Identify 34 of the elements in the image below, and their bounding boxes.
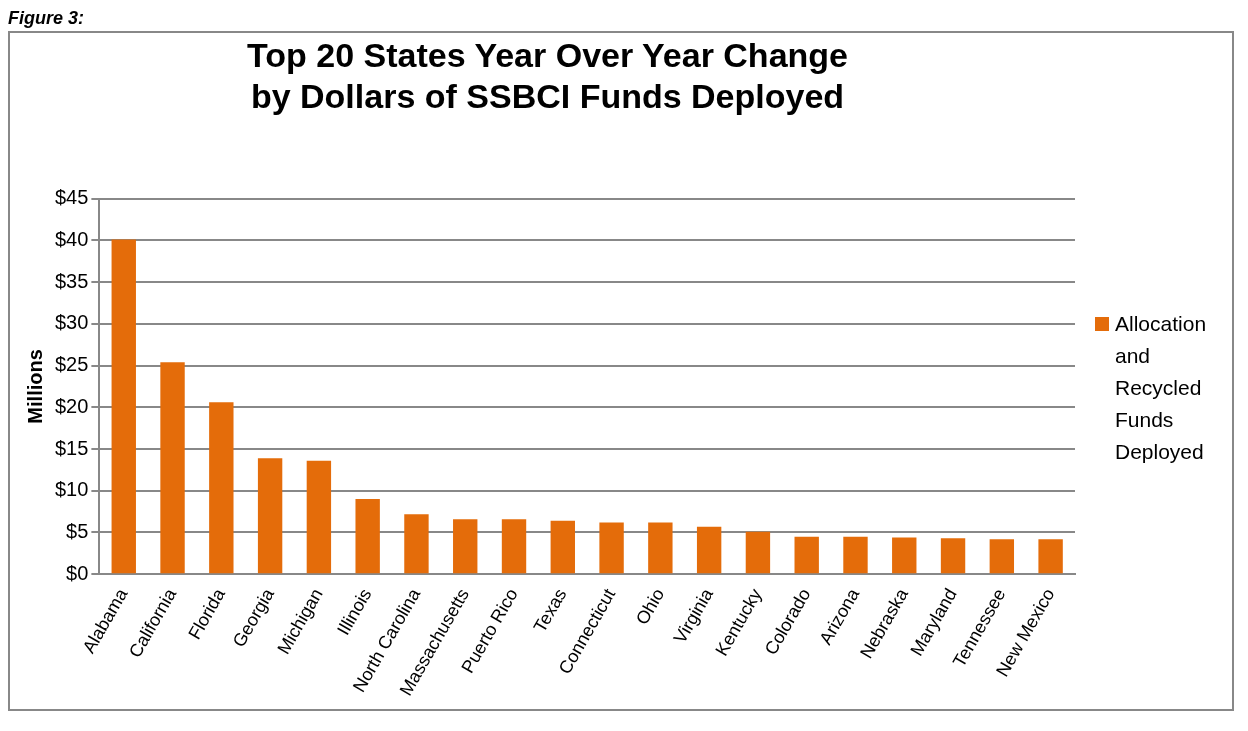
- legend-label: Allocation and Recycled Funds Deployed: [1115, 311, 1208, 465]
- y-tick-label: $45: [54, 186, 89, 209]
- bar: [209, 402, 234, 574]
- y-axis-title: Millions: [23, 349, 46, 424]
- bar: [696, 526, 722, 574]
- bar: [355, 499, 380, 574]
- y-tick-label: $10: [54, 478, 89, 501]
- caption: Figure 3:: [8, 8, 85, 29]
- bar: [1038, 539, 1063, 574]
- bar: [257, 458, 283, 574]
- bar: [940, 538, 966, 574]
- y-tick-label: $15: [54, 436, 89, 459]
- bar: [892, 537, 917, 574]
- bar: [501, 519, 527, 574]
- bar: [648, 522, 673, 574]
- bar: [404, 514, 429, 574]
- y-tick-label: $0: [66, 561, 89, 584]
- bar: [745, 531, 771, 574]
- y-tick-label: $35: [54, 269, 89, 292]
- y-tick-label: $30: [54, 311, 89, 334]
- y-tick-label: $5: [66, 520, 89, 543]
- bar: [550, 520, 575, 574]
- bar: [111, 239, 136, 574]
- bar: [794, 536, 819, 574]
- y-tick-label: $40: [54, 227, 89, 250]
- bar: [843, 536, 868, 574]
- bar: [160, 362, 185, 574]
- chart-title: Top 20 States Year Over Year Change by Dollars of SSBCI Funds Deployed: [247, 35, 848, 115]
- y-tick-label: $20: [54, 394, 89, 417]
- y-tick-label: $25: [54, 353, 89, 376]
- bar: [599, 522, 624, 574]
- bar: [989, 539, 1015, 574]
- bar: [453, 519, 478, 574]
- bar: [306, 460, 332, 574]
